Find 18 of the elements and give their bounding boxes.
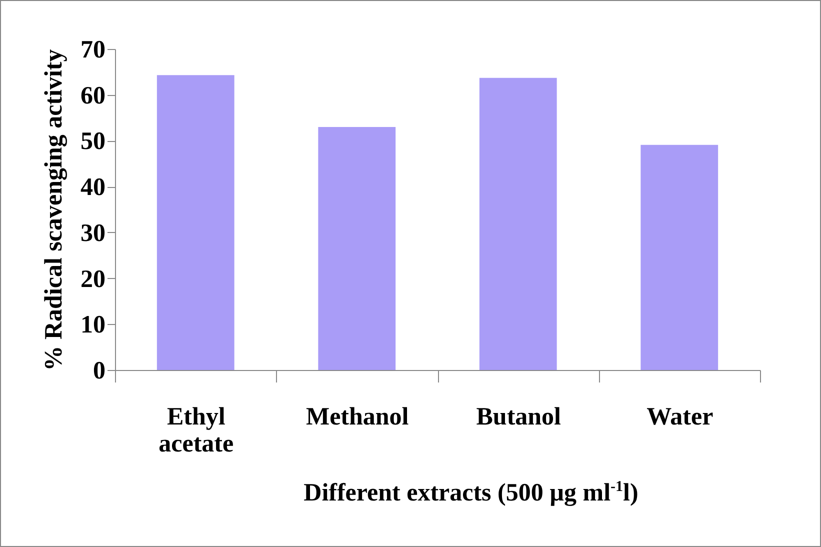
x-tick-label: Ethyl acetate — [158, 404, 234, 458]
bar — [318, 126, 396, 370]
y-tick-label: 30 — [80, 220, 106, 247]
x-tick-label: Methanol — [306, 404, 409, 430]
y-tick-label: 0 — [93, 358, 106, 384]
y-tick-label: 50 — [80, 128, 106, 156]
y-tick-label: 60 — [80, 82, 106, 110]
x-axis-title: Different extracts (500 µg ml$^{-1}$l) — [302, 479, 640, 508]
y-tick-label: 20 — [80, 266, 106, 293]
bar — [640, 144, 718, 370]
y-tick-label: 40 — [80, 174, 106, 202]
x-tick-label: Water — [646, 404, 714, 430]
bar — [156, 75, 234, 370]
y-tick-label: 10 — [80, 312, 106, 339]
x-tick-label: Butanol — [476, 404, 562, 430]
y-tick-label: 70 — [80, 36, 106, 64]
y-axis-title: % Radical scavenging activity — [40, 48, 68, 371]
bar — [479, 78, 557, 370]
